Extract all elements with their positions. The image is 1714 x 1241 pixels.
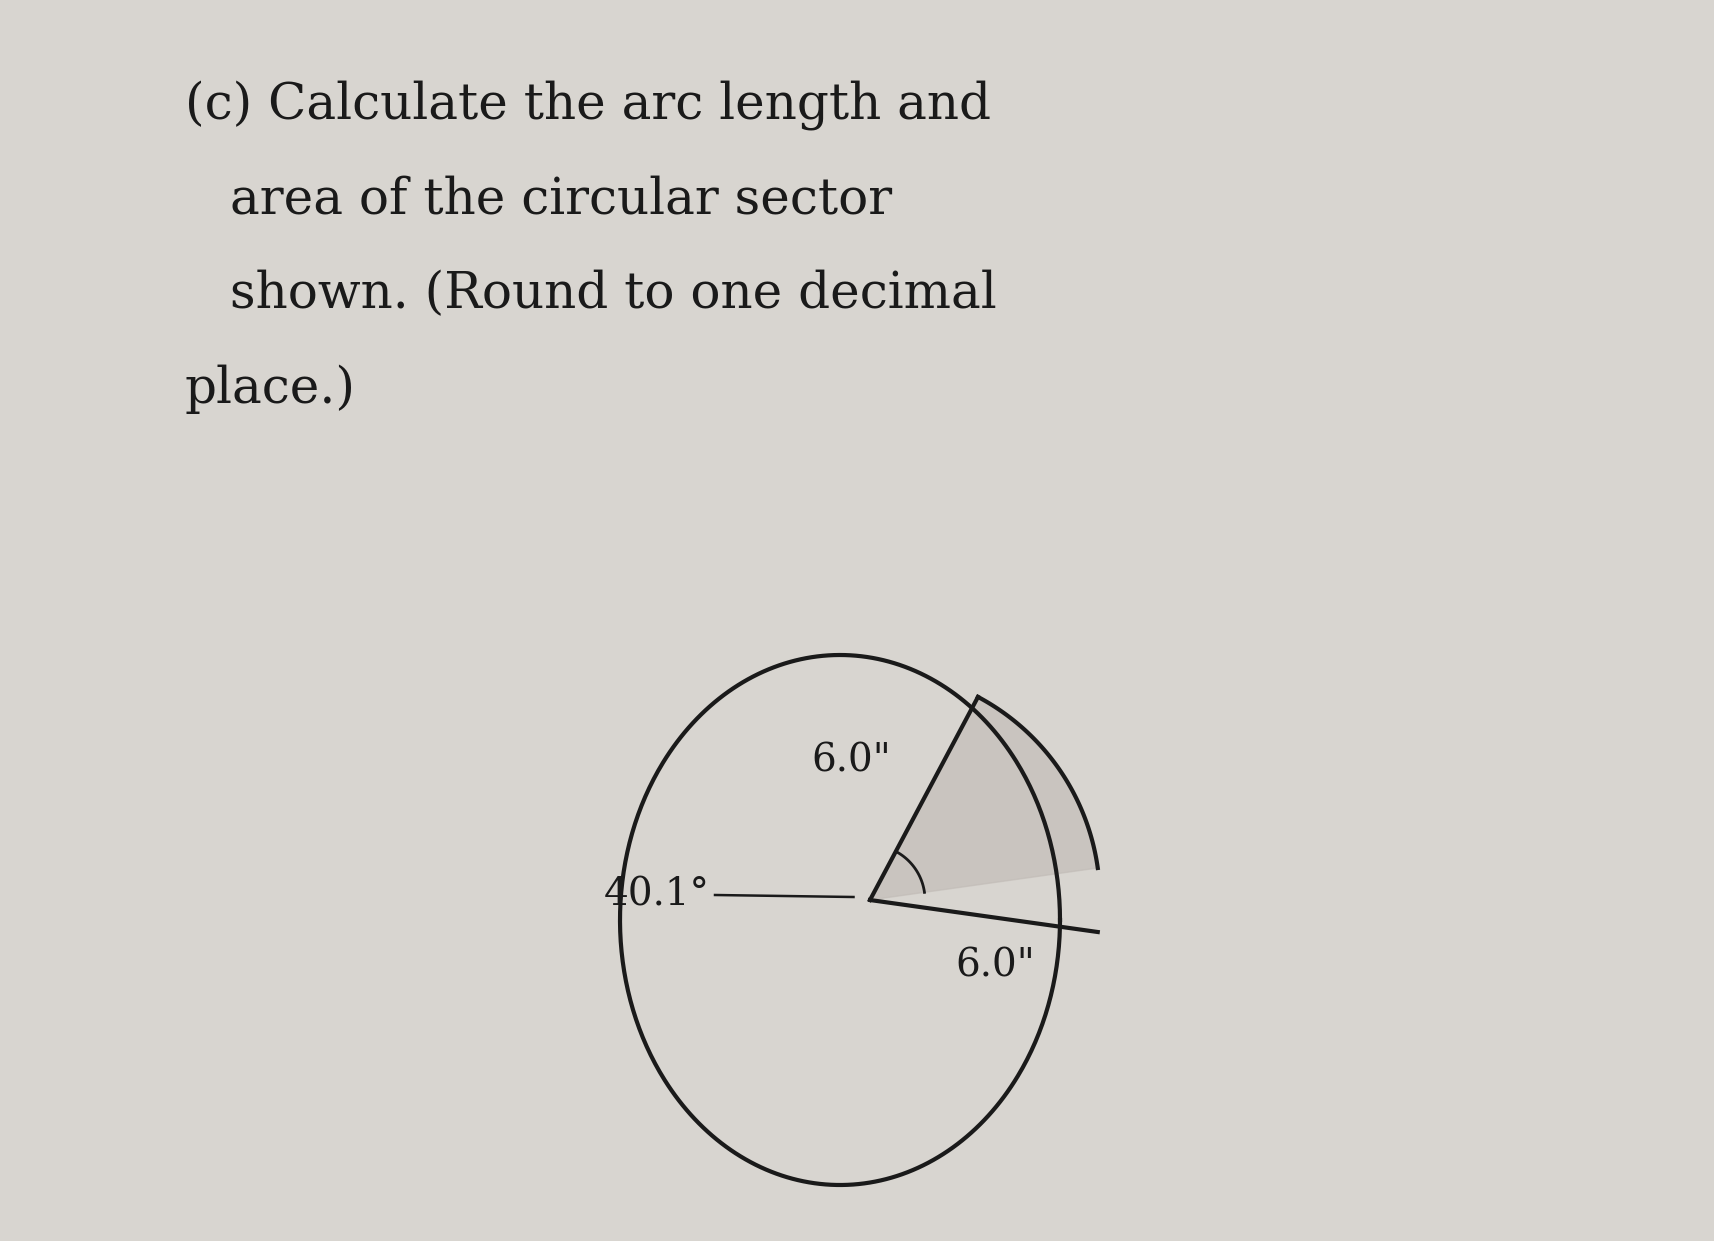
Text: 6.0": 6.0": [811, 742, 891, 779]
Text: 6.0": 6.0": [955, 948, 1035, 984]
Text: place.): place.): [185, 365, 357, 414]
Text: 40.1°: 40.1°: [603, 876, 710, 913]
Polygon shape: [869, 697, 1097, 900]
Text: shown. (Round to one decimal: shown. (Round to one decimal: [230, 271, 996, 319]
Text: area of the circular sector: area of the circular sector: [230, 175, 891, 225]
Text: (c) Calculate the arc length and: (c) Calculate the arc length and: [185, 79, 991, 130]
